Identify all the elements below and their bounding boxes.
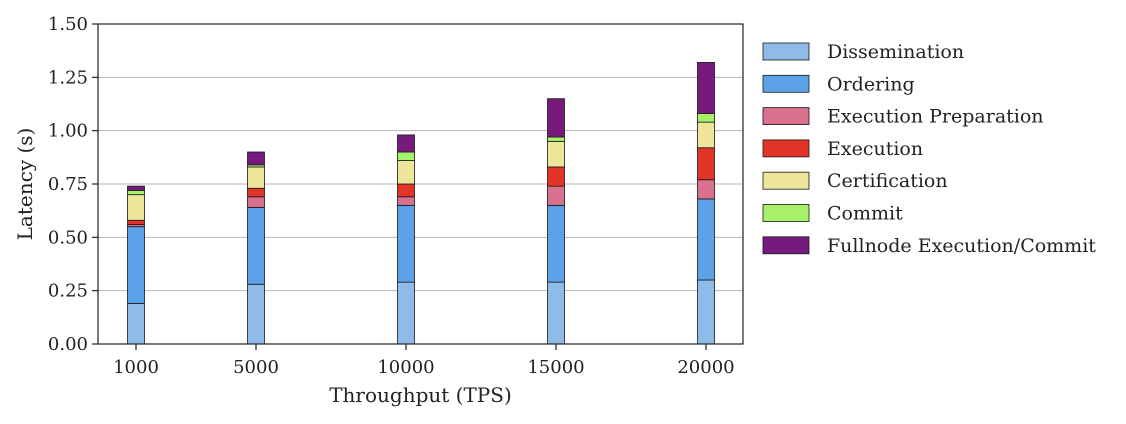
bar-segment-dissemination bbox=[397, 281, 415, 345]
bar-segment-ordering bbox=[547, 204, 565, 283]
bar-segment-execution bbox=[247, 187, 265, 198]
bar-segment-commit bbox=[697, 113, 715, 123]
legend-swatch-commit bbox=[762, 204, 810, 222]
legend-swatch-execution bbox=[762, 139, 810, 158]
y-tick-label: 1.50 bbox=[48, 14, 88, 35]
bar-segment-ordering bbox=[397, 204, 415, 283]
bar-segment-certification bbox=[127, 194, 145, 221]
x-axis-ticks: 1000 5000 10000 15000 20000 bbox=[113, 344, 735, 378]
x-tick-label: 20000 bbox=[677, 357, 734, 378]
legend-swatch-dissemination bbox=[762, 42, 810, 61]
legend-label-dissemination: Dissemination bbox=[827, 41, 964, 63]
bar-segment-ordering bbox=[247, 207, 265, 285]
bar-segment-commit bbox=[127, 189, 145, 196]
bar-segment-execution bbox=[697, 147, 715, 181]
bar-segment-fullnode-execution-commit bbox=[247, 151, 265, 166]
bar-segment-execution-preparation bbox=[247, 196, 265, 208]
y-tick-label: 1.00 bbox=[48, 121, 88, 142]
y-tick-label: 0.75 bbox=[48, 174, 88, 195]
y-axis-label: Latency (s) bbox=[13, 128, 37, 241]
y-tick-label: 1.25 bbox=[48, 67, 88, 88]
bar-segment-fullnode-execution-commit bbox=[697, 62, 715, 115]
bar-segment-certification bbox=[397, 160, 415, 185]
legend-label-certification: Certification bbox=[827, 170, 948, 192]
bar-segment-dissemination bbox=[697, 279, 715, 345]
bar-segment-certification bbox=[547, 140, 565, 168]
legend-swatch-certification bbox=[762, 171, 810, 190]
x-tick-label: 1000 bbox=[113, 357, 159, 378]
y-tick-label: 0.25 bbox=[48, 281, 88, 302]
gridlines bbox=[98, 23, 743, 345]
x-axis-label: Throughput (TPS) bbox=[329, 383, 512, 407]
bar-segment-fullnode-execution-commit bbox=[547, 98, 565, 138]
legend-label-commit: Commit bbox=[827, 203, 903, 225]
x-tick-label: 5000 bbox=[233, 357, 279, 378]
legend-swatch-fullnode-execution-commit bbox=[762, 236, 810, 255]
bar-segment-execution bbox=[127, 219, 145, 225]
legend-swatch-ordering bbox=[762, 74, 810, 93]
y-axis-ticks: 0.00 0.25 0.50 0.75 1.00 1.25 1.50 bbox=[48, 14, 98, 355]
bar-segment-execution bbox=[547, 166, 565, 187]
bars-group bbox=[127, 62, 715, 345]
bar-segment-certification bbox=[247, 166, 265, 189]
legend-label-ordering: Ordering bbox=[827, 73, 915, 95]
bar-segment-dissemination bbox=[127, 303, 145, 345]
bar-segment-fullnode-execution-commit bbox=[127, 185, 145, 191]
bar-segment-dissemination bbox=[547, 281, 565, 345]
y-tick-label: 0.00 bbox=[48, 334, 88, 355]
bar-segment-execution-preparation bbox=[397, 196, 415, 206]
legend-label-execution: Execution bbox=[827, 138, 923, 160]
bar-segment-dissemination bbox=[247, 283, 265, 345]
bar-segment-ordering bbox=[697, 198, 715, 281]
bar-segment-execution-preparation bbox=[547, 185, 565, 206]
legend-label-fullnode-execution-commit: Fullnode Execution/Commit bbox=[827, 235, 1096, 257]
bar-segment-fullnode-execution-commit bbox=[397, 134, 415, 153]
bar-segment-certification bbox=[697, 121, 715, 149]
legend-swatch-execution-preparation bbox=[762, 107, 810, 125]
bar-segment-commit bbox=[547, 136, 565, 142]
y-tick-label: 0.50 bbox=[48, 227, 88, 248]
bar-segment-commit bbox=[397, 151, 415, 161]
bar-segment-execution bbox=[397, 183, 415, 198]
bar-segment-ordering bbox=[127, 226, 145, 304]
x-tick-label: 10000 bbox=[377, 357, 434, 378]
bar-segment-execution-preparation bbox=[697, 179, 715, 200]
x-tick-label: 15000 bbox=[527, 357, 584, 378]
legend-label-execution-preparation: Execution Preparation bbox=[827, 106, 1044, 128]
legend: Dissemination Ordering Execution Preparati… bbox=[762, 41, 1096, 257]
